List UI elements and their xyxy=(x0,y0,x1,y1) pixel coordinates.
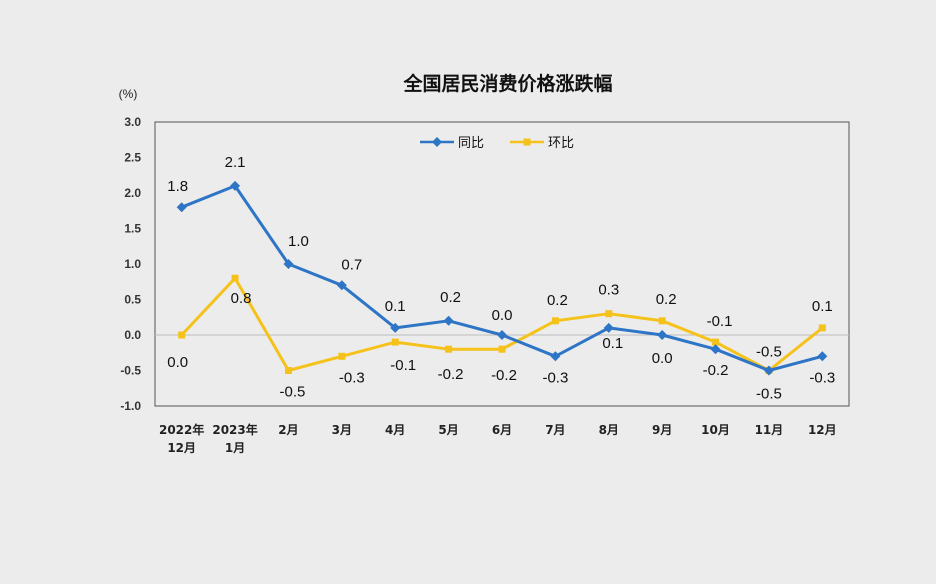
data-point-marker xyxy=(230,180,241,191)
x-tick-label: 11月 xyxy=(755,423,784,437)
data-point-marker xyxy=(523,138,531,146)
data-label: -0.2 xyxy=(438,366,464,383)
data-point-marker xyxy=(443,315,454,326)
data-label: 1.8 xyxy=(167,178,188,195)
x-tick-label: 8月 xyxy=(599,423,619,437)
data-point-marker xyxy=(658,317,666,325)
data-point-marker xyxy=(231,274,239,282)
x-tick-label: 3月 xyxy=(332,423,352,437)
series-group xyxy=(176,180,828,376)
y-tick-label: 1.5 xyxy=(124,222,141,236)
legend-label-1: 同比 xyxy=(458,136,484,151)
x-tick-label: 12月 xyxy=(808,423,837,437)
data-label: 2.1 xyxy=(225,154,246,171)
data-label: 0.2 xyxy=(440,289,461,306)
legend: 同比 环比 xyxy=(420,136,574,151)
x-tick-label: 10月 xyxy=(701,423,730,437)
data-point-marker xyxy=(605,310,613,318)
data-label: -0.5 xyxy=(756,344,782,361)
data-point-marker xyxy=(178,331,186,339)
x-tick-label: 4月 xyxy=(385,423,405,437)
legend-label-2: 环比 xyxy=(548,136,574,151)
plot-area-frame xyxy=(154,121,850,407)
data-point-marker xyxy=(817,351,828,362)
data-point-marker xyxy=(445,345,453,353)
data-label: -0.5 xyxy=(280,384,306,401)
data-point-marker xyxy=(498,345,506,353)
data-label: 0.2 xyxy=(547,292,568,309)
y-tick-label: 0.0 xyxy=(124,328,141,342)
y-tick-label: 3.0 xyxy=(124,115,141,129)
data-point-marker xyxy=(176,202,187,213)
data-label: 0.1 xyxy=(385,298,406,315)
data-point-marker xyxy=(432,137,442,147)
x-tick-label: 1月 xyxy=(225,441,245,455)
y-axis-unit: (%) xyxy=(119,87,138,101)
y-tick-label: 2.5 xyxy=(124,151,141,165)
x-tick-label: 6月 xyxy=(492,423,512,437)
data-point-marker xyxy=(391,338,399,346)
data-label: -0.3 xyxy=(809,369,835,386)
x-tick-label: 2023年 xyxy=(212,422,257,437)
data-label: -0.1 xyxy=(390,357,416,374)
x-tick-label: 2月 xyxy=(278,423,298,437)
axes: 3.0 2.5 2.0 1.5 1.0 0.5 0.0 -0.5 -1.0 2022年 12月 202… xyxy=(120,115,849,455)
data-point-marker xyxy=(763,365,774,376)
data-label: 0.0 xyxy=(652,350,673,367)
x-tick-label: 7月 xyxy=(545,423,565,437)
y-tick-label: 0.5 xyxy=(124,293,141,307)
series-line-1 xyxy=(180,184,824,372)
data-label: 1.0 xyxy=(288,233,309,250)
data-point-marker xyxy=(712,338,720,346)
data-point-marker xyxy=(818,324,826,332)
data-point-marker xyxy=(283,259,294,269)
data-label: -0.2 xyxy=(491,367,517,384)
x-tick-label: 12月 xyxy=(167,441,196,455)
y-tick-label: 1.0 xyxy=(124,257,141,271)
y-tick-label: -1.0 xyxy=(120,399,141,413)
data-point-marker xyxy=(497,330,507,340)
x-tick-label: 9月 xyxy=(652,423,672,437)
data-point-marker xyxy=(657,330,668,340)
data-label: 0.7 xyxy=(341,256,362,273)
data-label: 0.3 xyxy=(598,282,619,299)
data-label: 0.0 xyxy=(167,354,188,371)
data-point-marker xyxy=(390,322,401,333)
data-label: 0.2 xyxy=(656,291,677,308)
chart-title: 全国居民消费价格涨跌幅 xyxy=(402,72,612,95)
y-tick-label: 2.0 xyxy=(124,186,141,200)
data-point-marker xyxy=(338,352,346,360)
data-label: -0.1 xyxy=(707,313,733,330)
data-point-marker xyxy=(336,280,347,291)
data-point-marker xyxy=(551,317,559,325)
x-tick-label: 5月 xyxy=(438,423,458,437)
data-point-marker xyxy=(603,322,614,333)
data-label: 0.8 xyxy=(231,290,252,307)
data-point-marker xyxy=(710,344,721,355)
data-label: 0.0 xyxy=(492,307,513,324)
data-label: 0.1 xyxy=(812,298,833,315)
data-label: -0.3 xyxy=(542,369,568,386)
data-labels: 1.8 2.1 1.0 0.7 0.1 0.2 0.0 -0.3 0.1 0.0 -0.2 -0.5 -… xyxy=(167,154,835,403)
data-label: -0.2 xyxy=(703,362,729,379)
data-label: 0.1 xyxy=(602,335,623,352)
y-tick-label: -0.5 xyxy=(120,364,141,378)
data-label: -0.3 xyxy=(339,369,365,386)
x-tick-label: 2022年 xyxy=(159,422,204,437)
data-point-marker xyxy=(284,367,292,374)
data-label: -0.5 xyxy=(756,386,782,403)
data-point-marker xyxy=(550,351,561,362)
